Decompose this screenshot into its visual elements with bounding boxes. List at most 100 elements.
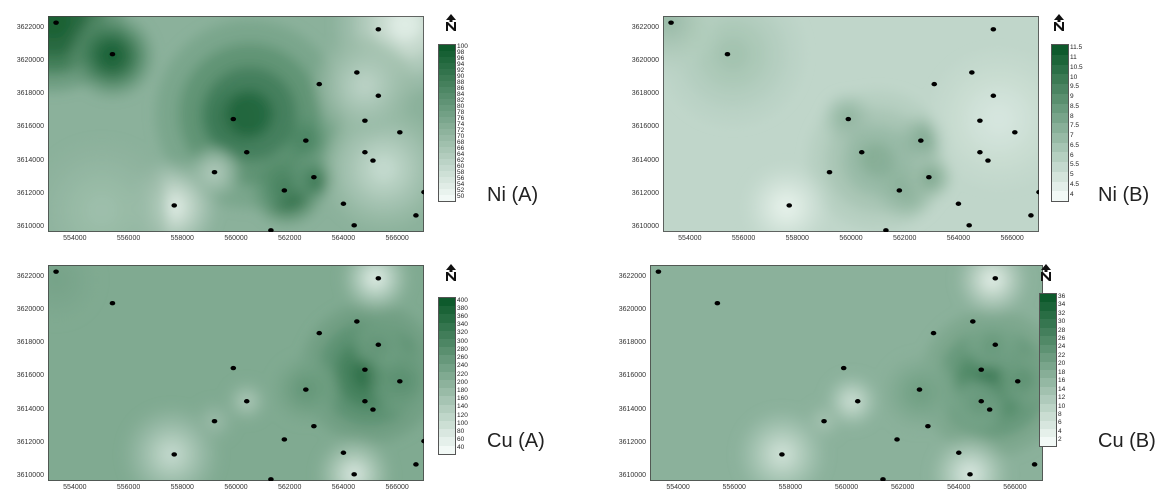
- legend-tick-label: 14: [1058, 385, 1066, 393]
- x-tick-label: 558000: [170, 484, 194, 491]
- legend-tick-label: 22: [1058, 351, 1066, 359]
- sample-point: [1028, 213, 1034, 218]
- x-tick-label: 560000: [224, 235, 248, 242]
- x-tick-label: 560000: [224, 484, 248, 491]
- sample-point: [779, 452, 785, 457]
- legend-swatch: [439, 339, 455, 348]
- sample-point: [311, 423, 317, 429]
- legend-swatch: [1040, 336, 1056, 345]
- x-tick-label: 564000: [947, 484, 971, 491]
- legend-tick-label: 56: [457, 174, 465, 182]
- sample-point: [955, 201, 962, 206]
- legend-swatch: [439, 437, 455, 446]
- legend-tick-label: 36: [1058, 292, 1066, 300]
- legend-tick-label: 8.5: [1070, 102, 1080, 110]
- sample-point: [883, 228, 889, 232]
- x-tick-label: 562000: [278, 484, 302, 491]
- legend-tick-label: 58: [457, 168, 465, 176]
- legend-swatch: [1052, 93, 1068, 104]
- sample-point: [397, 130, 403, 135]
- sample-point: [340, 450, 347, 455]
- legend-swatch: [439, 135, 455, 141]
- legend-tick-label: 10: [1058, 402, 1066, 410]
- legend-swatch: [1040, 319, 1056, 328]
- sample-point: [268, 228, 274, 232]
- legend-swatch: [439, 75, 455, 81]
- x-tick-label: 556000: [116, 235, 141, 242]
- legend-tick-label: 7.5: [1070, 122, 1080, 130]
- contour-map-cu-b: [650, 265, 1043, 481]
- sample-point: [413, 213, 419, 218]
- sample-point: [375, 27, 382, 32]
- legend-swatch: [439, 159, 455, 165]
- legend-swatch: [1040, 302, 1056, 311]
- legend-tick-label: 60: [457, 436, 465, 444]
- legend-swatch: [1052, 142, 1068, 153]
- legend-swatch: [439, 51, 455, 57]
- contour-band: [388, 16, 422, 42]
- sample-point: [1014, 379, 1021, 384]
- legend-swatch: [1040, 294, 1056, 303]
- legend-tick-label: 8: [1058, 410, 1062, 418]
- legend-tick-label: 94: [457, 60, 465, 68]
- legend-tick-label: 5.5: [1070, 161, 1080, 169]
- legend-tick-label: 200: [457, 378, 468, 386]
- legend-swatch: [439, 129, 455, 135]
- sample-point: [243, 150, 250, 155]
- legend-swatch: [439, 123, 455, 129]
- legend-tick-label: 84: [457, 90, 465, 98]
- contour-band: [84, 193, 119, 228]
- sample-point: [230, 365, 237, 371]
- y-tick-label: 3618000: [16, 339, 44, 347]
- sample-point: [375, 276, 382, 281]
- sample-point: [896, 188, 903, 193]
- legend-swatch: [439, 183, 455, 189]
- legend-tick-label: 92: [457, 66, 465, 74]
- legend-tick-label: 70: [457, 132, 465, 140]
- legend-swatch: [1052, 123, 1068, 133]
- sample-point: [354, 70, 360, 75]
- sample-point: [109, 301, 116, 306]
- legend-swatch: [439, 355, 455, 364]
- sample-point: [362, 150, 368, 155]
- legend-swatch: [439, 153, 455, 159]
- panel-label-ni-b: Ni (B): [1098, 184, 1150, 206]
- y-tick-label: 3612000: [618, 438, 646, 446]
- legend-swatch: [1052, 84, 1068, 94]
- legend-swatch: [1052, 113, 1068, 123]
- legend-swatch: [1052, 54, 1068, 65]
- y-tick-label: 3616000: [631, 123, 659, 131]
- x-tick-label: 560000: [834, 484, 859, 491]
- legend-swatch: [439, 45, 455, 51]
- sample-point: [826, 169, 833, 175]
- sample-point: [858, 150, 865, 155]
- legend-tick-label: 64: [457, 150, 465, 158]
- sample-point: [171, 203, 178, 208]
- legend-swatch: [1052, 162, 1068, 172]
- legend-tick-label: 68: [457, 138, 465, 146]
- map-frame: [663, 16, 1039, 232]
- x-tick-label: 558000: [785, 235, 809, 242]
- legend-swatch: [439, 404, 455, 413]
- sample-point: [370, 407, 376, 412]
- contour-band: [225, 90, 273, 138]
- legend-tick-label: 62: [457, 156, 465, 164]
- legend-tick-label: 260: [457, 354, 468, 362]
- legend-tick-label: 12: [1058, 394, 1066, 402]
- legend-swatch: [439, 371, 455, 381]
- sample-point: [375, 342, 382, 347]
- y-tick-label: 3616000: [16, 372, 44, 380]
- panel-label-ni-a: Ni (A): [487, 184, 539, 206]
- legend-swatch: [439, 147, 455, 153]
- x-tick-label: 560000: [839, 235, 863, 242]
- x-tick-label: 556000: [731, 235, 756, 242]
- y-tick-label: 3614000: [16, 156, 44, 164]
- legend-swatch: [439, 396, 455, 405]
- sample-point: [880, 477, 886, 481]
- sample-point: [303, 387, 309, 392]
- legend-swatch: [439, 429, 455, 438]
- contour-band: [368, 154, 399, 184]
- sample-point: [925, 423, 931, 429]
- contour-field: [48, 265, 424, 481]
- sample-point: [977, 150, 983, 155]
